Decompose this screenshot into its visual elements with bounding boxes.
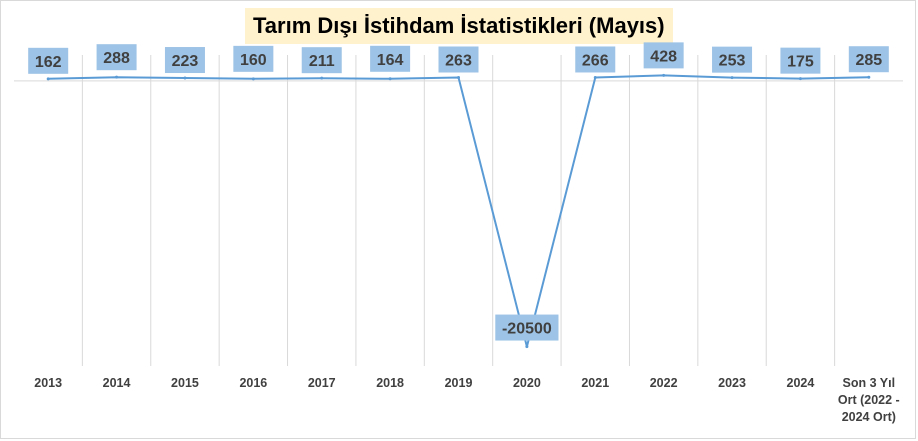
data-label: 266 [582, 52, 609, 69]
data-label-box [712, 46, 753, 73]
x-tick-label: 2024 [787, 376, 815, 390]
series-line [48, 74, 869, 348]
data-point [593, 75, 597, 79]
data-point [798, 77, 802, 81]
x-tick-label: 2020 [513, 376, 541, 390]
data-label-box [495, 314, 559, 341]
data-label: 253 [719, 53, 746, 70]
x-tick-label: 2013 [34, 376, 62, 390]
data-label-box [575, 46, 616, 73]
data-label: 162 [35, 54, 62, 71]
x-tick-label: 2021 [581, 376, 609, 390]
x-tick-label: 2024 Ort) [842, 410, 896, 424]
data-label: 263 [445, 53, 472, 70]
data-label: 223 [172, 53, 199, 70]
data-label-box [96, 44, 137, 71]
data-point [867, 75, 871, 79]
data-label: 285 [855, 52, 882, 69]
x-tick-label: 2014 [103, 376, 131, 390]
data-point [320, 76, 324, 80]
data-label-box [643, 42, 684, 69]
data-label: 175 [787, 54, 814, 71]
data-point [457, 76, 460, 80]
x-tick-label: Ort (2022 - [838, 393, 900, 407]
x-tick-label: 2023 [718, 376, 746, 390]
data-label-box [780, 47, 821, 74]
x-tick-label: 2017 [308, 376, 336, 390]
x-tick-label: 2016 [239, 376, 267, 390]
data-label: 160 [240, 52, 267, 69]
x-tick-label: 2015 [171, 376, 199, 390]
data-label-box [301, 47, 342, 74]
data-point [115, 75, 119, 79]
data-label: 428 [650, 48, 677, 65]
data-label: 211 [309, 53, 335, 70]
x-tick-label: 2022 [650, 376, 678, 390]
data-label-box [233, 45, 274, 72]
x-tick-label: Son 3 Yıl [843, 376, 896, 390]
data-label-box [438, 46, 479, 73]
data-point [388, 77, 392, 81]
data-point [525, 345, 529, 349]
data-label: 164 [377, 52, 404, 69]
data-label-box [848, 46, 889, 73]
chart-title-box: Tarım Dışı İstihdam İstatistikleri (Mayı… [245, 8, 673, 44]
data-point [46, 77, 50, 81]
data-point [662, 73, 666, 77]
x-tick-label: 2019 [445, 376, 473, 390]
data-label-box [28, 47, 69, 74]
data-point [251, 77, 255, 81]
data-label-box [370, 45, 411, 72]
data-label-box [164, 47, 205, 74]
chart-title: Tarım Dışı İstihdam İstatistikleri (Mayı… [253, 13, 665, 38]
data-label: 288 [103, 50, 130, 67]
x-tick-label: 2018 [376, 376, 404, 390]
data-point [730, 76, 734, 80]
data-label: -20500 [502, 321, 552, 338]
data-point [183, 76, 187, 80]
